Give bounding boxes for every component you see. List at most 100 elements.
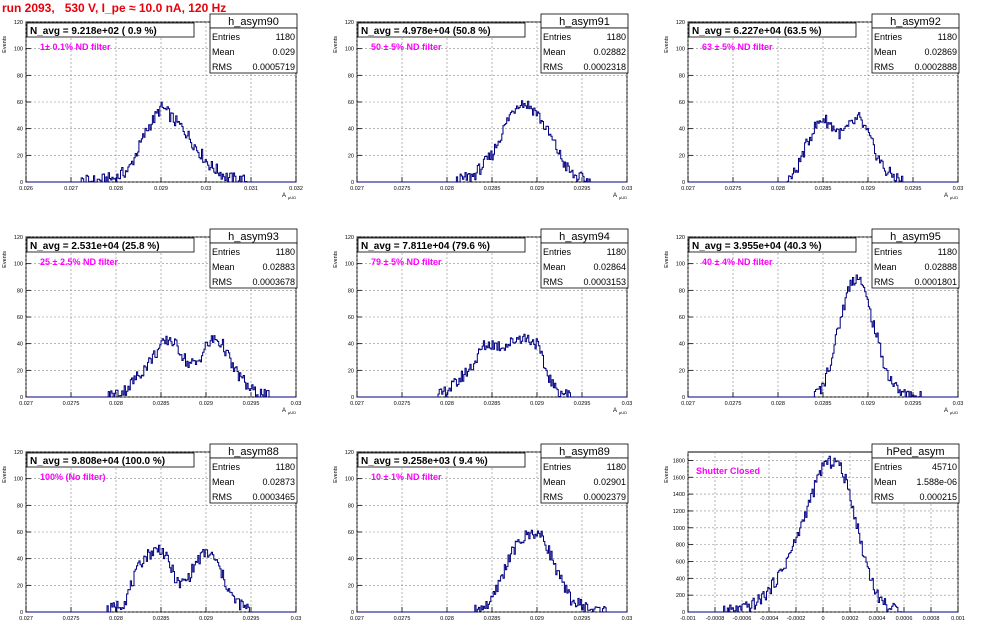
- stat-value: 0.02901: [593, 477, 626, 487]
- stat-value: 0.0002318: [583, 62, 626, 72]
- x-tick-label: 0.027: [350, 186, 364, 192]
- x-tick-label: 0.027: [19, 401, 33, 407]
- navg-box: [688, 237, 857, 253]
- y-axis-label: Events: [2, 466, 8, 483]
- histogram-series: [26, 101, 296, 183]
- y-tick-label: 80: [348, 73, 354, 79]
- y-tick-label: 20: [348, 583, 354, 589]
- stats-box: hPed_asym Entries 45710 Mean 1.588e-06 RMS 0.0…: [871, 443, 960, 504]
- stat-label: Mean: [874, 477, 897, 487]
- x-axis-label: A: [282, 408, 286, 414]
- stats-body-box: [209, 27, 298, 74]
- navg-label: N_avg = 2.531e+04 (25.8 %): [30, 241, 160, 252]
- y-tick-label: 80: [348, 288, 354, 294]
- x-tick-label: 0.03: [622, 186, 633, 192]
- x-tick-label: 0.0285: [153, 401, 170, 407]
- x-axis-label-sub: μUD: [288, 195, 296, 200]
- histogram-name: h_asym88: [228, 446, 279, 458]
- stat-value: 1180: [276, 462, 295, 472]
- stat-label: Mean: [543, 477, 566, 487]
- x-tick-label: 0.0295: [574, 186, 591, 192]
- stat-value: 45710: [932, 462, 957, 472]
- stat-value: 1180: [607, 462, 626, 472]
- y-tick-label: 80: [679, 288, 685, 294]
- x-tick-label: 0.0006: [896, 616, 913, 622]
- stat-value: 0.02873: [262, 477, 295, 487]
- y-tick-label: 80: [679, 73, 685, 79]
- y-axis-label: Events: [664, 36, 670, 53]
- x-tick-label: 0.001: [951, 616, 965, 622]
- x-tick-label: 0.029: [861, 401, 875, 407]
- y-tick-label: 20: [17, 583, 23, 589]
- histogram-series: [688, 274, 958, 398]
- y-tick-label: 40: [679, 127, 685, 133]
- x-tick-label: 0.031: [244, 186, 258, 192]
- stat-value: 0.02864: [593, 262, 626, 272]
- navg-label: N_avg = 4.978e+04 (50.8 %): [361, 26, 491, 37]
- stats-box: h_asym93 Entries 1180 Mean 0.02883 RMS 0.00036…: [209, 228, 298, 289]
- x-tick-label: 0.027: [64, 186, 78, 192]
- stat-value: 0.0001801: [914, 277, 957, 287]
- stat-value: 0.02883: [262, 262, 295, 272]
- y-tick-label: 20: [348, 153, 354, 159]
- x-tick-label: 0.0295: [905, 186, 922, 192]
- y-tick-label: 600: [676, 559, 685, 565]
- y-axis-label: Events: [2, 36, 8, 53]
- x-tick-label: 0.0275: [63, 401, 80, 407]
- navg-label: N_avg = 9.808e+04 (100.0 %): [30, 456, 165, 467]
- navg-label: N_avg = 7.811e+04 (79.6 %): [361, 241, 490, 252]
- navg-box: [688, 22, 857, 38]
- y-tick-label: 100: [14, 477, 23, 483]
- y-tick-label: 80: [17, 288, 23, 294]
- filter-note: 10 ± 1% ND filter: [371, 472, 442, 482]
- stat-label: RMS: [543, 277, 563, 287]
- x-axis-label-sub: μUD: [288, 410, 296, 415]
- y-tick-label: 100: [676, 47, 685, 53]
- x-tick-label: -0.001: [680, 616, 696, 622]
- x-tick-label: 0.03: [622, 401, 633, 407]
- x-tick-label: 0.0285: [153, 616, 170, 622]
- stat-label: Mean: [543, 262, 566, 272]
- x-tick-label: 0.03: [953, 401, 964, 407]
- y-axis-label: Events: [333, 251, 339, 268]
- y-tick-label: 200: [676, 593, 685, 599]
- stats-box: h_asym91 Entries 1180 Mean 0.02882 RMS 0.00023…: [540, 13, 629, 74]
- histogram-name: h_asym90: [228, 16, 279, 28]
- y-tick-label: 20: [17, 368, 23, 374]
- stat-label: Entries: [543, 462, 572, 472]
- stat-label: Mean: [543, 47, 566, 57]
- y-tick-label: 60: [679, 315, 685, 321]
- y-tick-label: 100: [345, 47, 354, 53]
- stat-value: 0.0003465: [252, 492, 295, 502]
- filter-note: 40 ± 4% ND filter: [702, 257, 773, 267]
- x-tick-label: 0.027: [681, 401, 695, 407]
- navg-label: N_avg = 9.258e+03 ( 9.4 %): [361, 456, 488, 467]
- y-tick-label: 100: [345, 477, 354, 483]
- y-tick-label: 100: [14, 262, 23, 268]
- y-tick-label: 80: [17, 503, 23, 509]
- y-tick-label: 80: [17, 73, 23, 79]
- x-tick-label: 0.027: [681, 186, 695, 192]
- y-tick-label: 120: [676, 235, 685, 241]
- x-tick-label: 0.0295: [243, 616, 260, 622]
- y-tick-label: 120: [14, 235, 23, 241]
- y-tick-label: 120: [345, 235, 354, 241]
- y-tick-label: 0: [351, 610, 354, 616]
- x-axis-label-sub: μUD: [950, 410, 958, 415]
- filter-note: 1± 0.1% ND filter: [40, 42, 111, 52]
- y-tick-label: 40: [348, 342, 354, 348]
- x-tick-label: 0.028: [440, 616, 454, 622]
- y-tick-label: 40: [679, 342, 685, 348]
- x-tick-label: 0.032: [289, 186, 303, 192]
- stat-label: Entries: [874, 247, 903, 257]
- stats-body-box: [871, 27, 960, 74]
- x-axis-label-sub: μUD: [619, 410, 627, 415]
- stats-box: h_asym89 Entries 1180 Mean 0.02901 RMS 0.00023…: [540, 443, 629, 504]
- x-tick-label: 0.028: [109, 616, 123, 622]
- x-axis-label: A: [944, 408, 948, 414]
- stats-box: h_asym90 Entries 1180 Mean 0.029 RMS 0.0005719: [209, 13, 298, 74]
- y-tick-label: 1800: [673, 458, 685, 464]
- stat-value: 0.0003678: [252, 277, 295, 287]
- x-tick-label: 0.029: [199, 401, 213, 407]
